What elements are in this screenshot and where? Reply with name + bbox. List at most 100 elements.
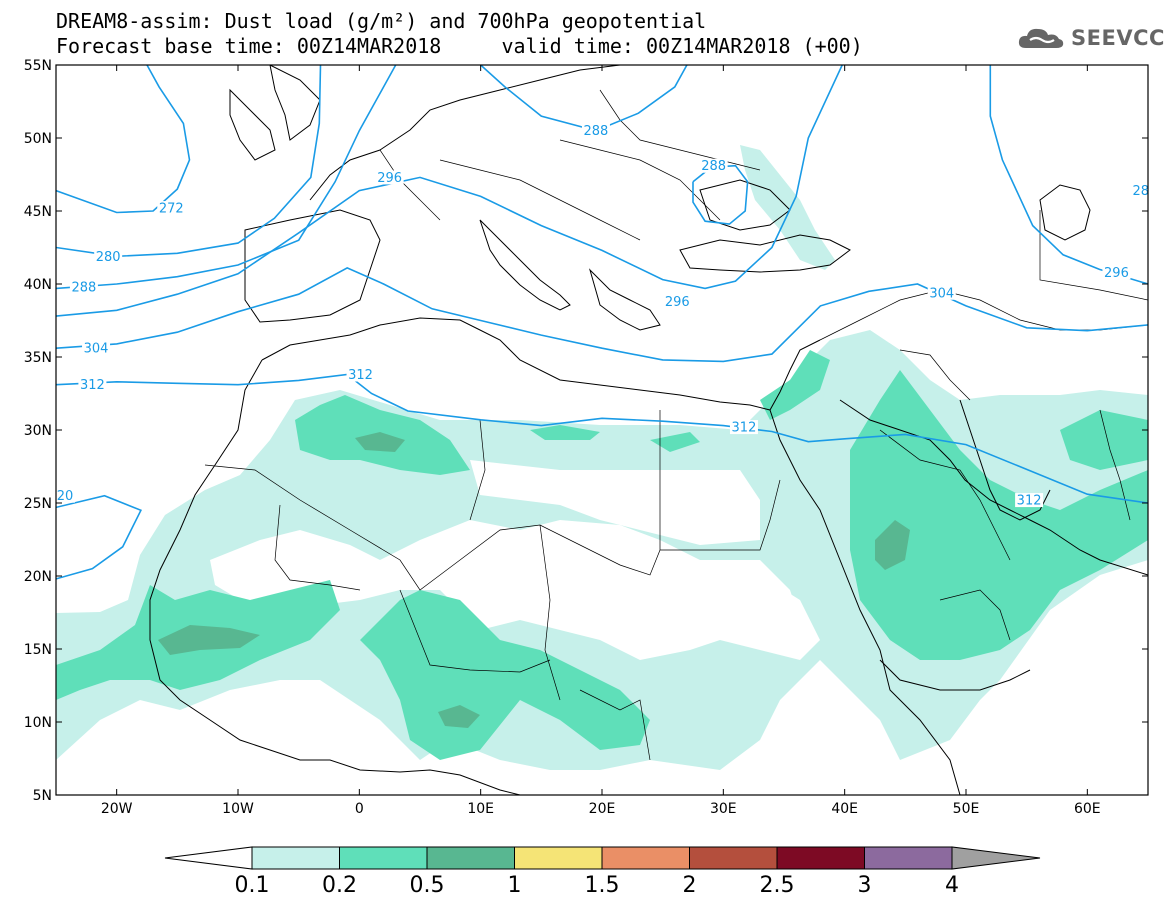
dust-area-light-saharan xyxy=(470,460,760,545)
isoline-312 xyxy=(56,373,1148,504)
lon-tick-label: 40E xyxy=(831,801,858,817)
svg-text:272: 272 xyxy=(159,202,184,217)
dust-area-medium-levant xyxy=(760,350,830,420)
svg-text:288: 288 xyxy=(584,124,609,139)
lon-tick-label: 0 xyxy=(355,801,364,817)
dust-area-dark-senegal xyxy=(158,625,260,655)
map-title-line2: Forecast base time: 00Z14MAR2018 valid t… xyxy=(56,34,863,58)
colorbar-tick-label: 4 xyxy=(945,873,959,898)
svg-text:312: 312 xyxy=(348,368,373,383)
isoline-label: 312 xyxy=(1015,493,1044,509)
dust-area-dark-arabia xyxy=(875,520,910,570)
svg-text:280: 280 xyxy=(96,250,121,265)
svg-text:296: 296 xyxy=(1104,266,1129,281)
lat-tick-label: 10N xyxy=(24,715,52,731)
isoline-label: 272 xyxy=(157,201,186,217)
lat-tick-label: 55N xyxy=(24,58,52,74)
isoline-label: 296 xyxy=(375,170,404,186)
isoline-296 xyxy=(56,65,843,317)
map-title-line1: DREAM8-assim: Dust load (g/m²) and 700hP… xyxy=(56,9,707,33)
isoline-label: 312 xyxy=(729,420,758,436)
dust-area-dark-nigeria xyxy=(438,705,480,728)
svg-text:312: 312 xyxy=(1017,494,1042,509)
colorbar-swatch xyxy=(864,846,953,870)
isoline-272 xyxy=(56,65,191,214)
isoline-320 xyxy=(56,494,143,580)
longitude-axis: 20W 10W 0 10E 20E 30E 40E 50E 60E xyxy=(101,65,1101,817)
colorbar-tick-label: 0.1 xyxy=(235,873,270,898)
dust-area-medium-sahel xyxy=(360,590,650,760)
isoline-label: 296 xyxy=(663,294,692,310)
lat-tick-label: 35N xyxy=(24,350,52,366)
svg-text:288: 288 xyxy=(701,159,726,174)
colorbar-tick-label: 0.2 xyxy=(322,873,357,898)
isoline-label: 288 xyxy=(581,123,610,139)
colorbar-over-arrow xyxy=(951,846,1041,870)
isoline-296 xyxy=(989,65,1148,285)
geopotential-isolines: 2722802882882882962963043123202963043123… xyxy=(48,65,1149,580)
lat-tick-label: 50N xyxy=(24,131,52,147)
lon-tick-label: 10W xyxy=(222,801,254,817)
dust-area-light-east-gap xyxy=(700,560,800,640)
lat-tick-label: 30N xyxy=(24,423,52,439)
isoline-label: 288 xyxy=(699,158,728,174)
seevccc-logo: SEEVCCC xyxy=(1016,25,1165,51)
svg-text:312: 312 xyxy=(732,421,757,436)
dust-area-dark-sahara xyxy=(355,432,405,452)
isoline-label: 280 xyxy=(94,249,123,265)
isoline-288 xyxy=(56,65,397,290)
borders xyxy=(204,89,1148,761)
colorbar-tick-label: 2.5 xyxy=(760,873,795,898)
colorbar-under-arrow xyxy=(164,846,253,870)
lat-tick-label: 20N xyxy=(24,569,52,585)
colorbar-swatch xyxy=(426,846,515,870)
colorbar-tick-label: 1.5 xyxy=(585,873,620,898)
colorbar-swatch xyxy=(689,846,778,870)
colorbar-swatch xyxy=(601,846,690,870)
dust-area-medium-med xyxy=(530,425,600,440)
lon-tick-label: 10E xyxy=(467,801,494,817)
dust-area-light-gap xyxy=(210,520,820,660)
svg-text:296: 296 xyxy=(377,171,402,186)
isoline-label: 312 xyxy=(346,367,375,383)
svg-text:288: 288 xyxy=(71,280,96,295)
logo-text: SEEVCCC xyxy=(1071,26,1165,50)
colorbar-tick-label: 2 xyxy=(683,873,697,898)
colorbar: 0.1 0.2 0.5 1 1.5 2 2.5 3 4 xyxy=(164,846,1041,898)
lat-tick-label: 40N xyxy=(24,277,52,293)
isoline-280 xyxy=(56,65,322,258)
colorbar-swatch xyxy=(776,846,865,870)
lon-tick-label: 20E xyxy=(589,801,616,817)
isoline-label: 320 xyxy=(48,488,75,504)
svg-text:304: 304 xyxy=(84,342,109,357)
lon-tick-label: 30E xyxy=(710,801,737,817)
colorbar-swatch xyxy=(339,846,428,870)
lat-tick-label: 25N xyxy=(24,496,52,512)
svg-text:28: 28 xyxy=(1132,184,1149,199)
svg-text:312: 312 xyxy=(80,378,105,393)
lat-tick-label: 15N xyxy=(24,642,52,658)
lat-tick-label: 5N xyxy=(33,788,52,804)
dust-area-medium-iran xyxy=(1060,410,1148,470)
isoline-label: 312 xyxy=(78,377,107,393)
lat-tick-label: 45N xyxy=(24,204,52,220)
lon-tick-label: 20W xyxy=(101,801,133,817)
colorbar-tick-label: 1 xyxy=(508,873,522,898)
lon-tick-label: 50E xyxy=(953,801,980,817)
isoline-label: 304 xyxy=(82,341,111,357)
dust-area-medium-med2 xyxy=(650,432,700,452)
lon-tick-label: 60E xyxy=(1074,801,1101,817)
colorbar-swatch xyxy=(251,846,340,870)
isoline-288 xyxy=(480,65,688,132)
isoline-label: 288 xyxy=(69,279,98,295)
latitude-axis: 55N 50N 45N 40N 35N 30N 25N 20N 15N 10N 5N xyxy=(24,58,1148,804)
dust-area-medium-arabia xyxy=(850,370,1148,660)
svg-text:320: 320 xyxy=(48,489,73,504)
svg-text:304: 304 xyxy=(929,286,954,301)
isoline-label: 304 xyxy=(927,285,956,301)
dust-load-shading xyxy=(56,145,1148,770)
colorbar-tick-label: 0.5 xyxy=(410,873,445,898)
colorbar-tick-label: 3 xyxy=(858,873,872,898)
colorbar-swatch xyxy=(514,846,603,870)
